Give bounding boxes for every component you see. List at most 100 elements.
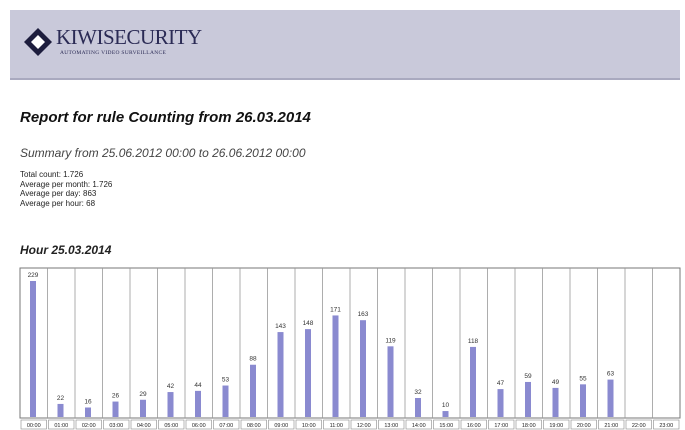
x-label-box xyxy=(405,419,432,430)
bar xyxy=(277,332,284,417)
x-tick-label: 18:00 xyxy=(522,423,536,429)
x-tick-label: 00:00 xyxy=(27,423,41,429)
value-label: 47 xyxy=(497,380,505,387)
x-tick-label: 15:00 xyxy=(439,423,453,429)
x-tick-label: 04:00 xyxy=(137,423,151,429)
value-label: 55 xyxy=(579,375,587,382)
bar xyxy=(305,329,311,417)
header-band xyxy=(10,10,680,80)
x-label-box xyxy=(20,419,47,430)
value-label: 171 xyxy=(330,306,341,313)
bar xyxy=(497,389,504,417)
report-summary: Summary from 25.06.2012 00:00 to 26.06.2… xyxy=(20,146,306,160)
x-tick-label: 22:00 xyxy=(632,423,646,429)
value-label: 119 xyxy=(385,337,396,344)
x-label-box xyxy=(158,419,185,430)
x-label-box xyxy=(323,419,350,430)
x-label-box xyxy=(213,419,240,430)
x-tick-label: 01:00 xyxy=(54,423,68,429)
value-label: 63 xyxy=(607,371,615,378)
value-label: 44 xyxy=(194,382,202,389)
stat: Average per month: 1.726 xyxy=(20,179,113,189)
bar xyxy=(195,390,201,417)
x-tick-label: 23:00 xyxy=(659,423,673,429)
stat: Total count: 1.726 xyxy=(20,170,84,179)
bar xyxy=(250,364,256,417)
bar xyxy=(57,403,64,417)
x-tick-label: 13:00 xyxy=(384,423,398,429)
tagline: AUTOMATING VIDEO SURVEILLANCE xyxy=(60,50,167,56)
report-title: Report for rule Counting from 26.03.2014 xyxy=(20,109,311,126)
value-label: 32 xyxy=(414,389,422,396)
x-tick-label: 05:00 xyxy=(164,423,178,429)
bar xyxy=(580,384,586,417)
value-label: 143 xyxy=(275,323,286,330)
bar xyxy=(360,320,366,417)
bar xyxy=(442,411,449,417)
x-label-box xyxy=(460,419,487,430)
bar xyxy=(607,379,614,417)
x-tick-label: 21:00 xyxy=(604,423,618,429)
value-label: 229 xyxy=(28,272,39,279)
x-tick-label: 12:00 xyxy=(357,423,371,429)
value-label: 163 xyxy=(358,311,369,318)
x-tick-label: 07:00 xyxy=(219,423,233,429)
x-tick-label: 03:00 xyxy=(109,423,123,429)
x-label-box xyxy=(598,419,625,430)
bar xyxy=(552,387,559,417)
brand: KIWISECURITY xyxy=(56,25,202,49)
stat: Average per hour: 68 xyxy=(20,198,96,208)
value-label: 59 xyxy=(524,373,532,380)
bar xyxy=(332,315,339,417)
x-label-box xyxy=(488,419,515,430)
x-label-box xyxy=(295,419,322,430)
value-label: 118 xyxy=(468,338,479,345)
x-label-box xyxy=(515,419,542,430)
x-tick-label: 09:00 xyxy=(274,423,288,429)
bar xyxy=(140,399,146,417)
bar xyxy=(85,407,91,417)
x-label-box xyxy=(570,419,597,430)
logo xyxy=(24,28,52,56)
bar xyxy=(415,397,421,417)
x-label-box xyxy=(378,419,405,430)
x-tick-label: 17:00 xyxy=(494,423,508,429)
x-tick-label: 19:00 xyxy=(549,423,563,429)
value-label: 29 xyxy=(139,391,147,398)
x-label-box xyxy=(350,419,377,430)
x-label-box xyxy=(103,419,130,430)
x-label-box xyxy=(240,419,267,430)
bar xyxy=(112,401,119,417)
bar xyxy=(167,392,174,417)
x-label-box xyxy=(185,419,212,430)
value-label: 148 xyxy=(303,320,314,327)
x-tick-label: 11:00 xyxy=(330,423,343,429)
bar xyxy=(387,346,394,417)
value-label: 42 xyxy=(167,383,175,390)
value-label: 10 xyxy=(442,402,450,409)
value-label: 49 xyxy=(552,379,560,386)
stat: Average per day: 863 xyxy=(20,189,97,198)
x-label-box xyxy=(130,419,157,430)
chart-title: Hour 25.03.2014 xyxy=(20,243,112,257)
x-tick-label: 20:00 xyxy=(577,423,591,429)
x-tick-label: 08:00 xyxy=(247,423,261,429)
x-label-box xyxy=(48,419,75,430)
bar xyxy=(470,346,476,417)
value-label: 53 xyxy=(222,377,230,384)
x-tick-label: 16:00 xyxy=(467,423,481,429)
bar xyxy=(222,385,229,417)
x-tick-label: 06:00 xyxy=(192,423,206,429)
x-label-box xyxy=(75,419,102,430)
bar xyxy=(30,281,36,417)
value-label: 22 xyxy=(57,395,65,402)
value-label: 88 xyxy=(249,356,257,363)
stats: Total count: 1.726 Average per month: 1.… xyxy=(20,170,112,208)
x-label-box xyxy=(433,419,460,430)
x-tick-label: 10:00 xyxy=(302,423,316,429)
x-label-box xyxy=(543,419,570,430)
x-label-box xyxy=(653,419,680,430)
x-label-box xyxy=(268,419,295,430)
